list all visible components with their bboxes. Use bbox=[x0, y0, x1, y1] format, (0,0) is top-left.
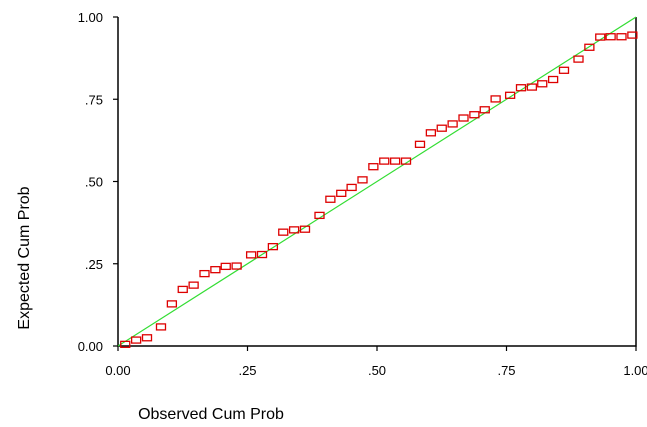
y-tick-label: .75 bbox=[85, 92, 103, 107]
tick-label-layer: 0.00 .25 .50 .75 1.00 0.00 .25 .50 .75 1.00 bbox=[78, 10, 647, 378]
data-point bbox=[256, 250, 268, 259]
y-axis-title: Expected Cum Prob bbox=[16, 186, 33, 329]
data-point bbox=[278, 228, 289, 236]
x-tick-label: 1.00 bbox=[623, 363, 647, 378]
data-point bbox=[389, 157, 401, 165]
y-tick-label: .50 bbox=[85, 175, 103, 190]
data-point bbox=[314, 211, 325, 220]
x-tick-label: 0.00 bbox=[105, 363, 130, 378]
x-axis-title: Observed Cum Prob bbox=[138, 406, 284, 423]
data-point bbox=[616, 33, 627, 41]
data-point bbox=[526, 83, 538, 91]
data-point bbox=[547, 75, 559, 84]
data-point bbox=[357, 176, 368, 184]
data-point bbox=[425, 129, 437, 137]
reference-line-layer bbox=[117, 16, 637, 347]
data-point bbox=[188, 281, 199, 289]
axis-layer bbox=[113, 16, 637, 351]
data-point bbox=[177, 285, 188, 294]
data-point bbox=[414, 140, 426, 148]
data-point bbox=[166, 300, 178, 308]
data-point bbox=[325, 195, 336, 203]
data-point bbox=[130, 336, 142, 344]
data-point bbox=[288, 226, 300, 234]
y-tick-label: 1.00 bbox=[78, 10, 103, 25]
x-tick-label: .25 bbox=[238, 363, 256, 378]
data-point bbox=[584, 43, 595, 51]
data-point bbox=[141, 334, 153, 342]
data-point bbox=[573, 55, 584, 63]
data-point bbox=[199, 269, 210, 278]
y-tick-label: 0.00 bbox=[78, 339, 103, 354]
data-point bbox=[447, 120, 458, 128]
data-point bbox=[400, 157, 412, 165]
data-point bbox=[490, 95, 501, 103]
x-tick-label: .50 bbox=[368, 363, 386, 378]
data-point bbox=[245, 251, 257, 259]
data-point bbox=[537, 80, 548, 88]
data-point bbox=[436, 124, 447, 132]
data-point bbox=[379, 157, 390, 165]
data-point bbox=[515, 84, 527, 92]
data-point bbox=[504, 91, 516, 99]
data-point bbox=[299, 225, 311, 233]
data-point bbox=[120, 340, 131, 349]
data-point bbox=[155, 323, 167, 331]
data-point bbox=[368, 163, 379, 171]
reference-line bbox=[117, 16, 637, 347]
data-point bbox=[336, 189, 347, 197]
data-point bbox=[220, 262, 231, 271]
data-point bbox=[627, 31, 638, 39]
data-point bbox=[210, 266, 221, 274]
data-point bbox=[231, 262, 242, 270]
marker-layer bbox=[120, 31, 638, 349]
data-point bbox=[346, 183, 357, 192]
data-point bbox=[595, 33, 606, 41]
data-point bbox=[458, 114, 469, 122]
data-point bbox=[605, 33, 616, 41]
x-tick-label: .75 bbox=[497, 363, 515, 378]
data-point bbox=[479, 106, 490, 114]
y-tick-label: .25 bbox=[85, 257, 103, 272]
data-point bbox=[558, 66, 570, 74]
data-point bbox=[267, 242, 279, 251]
data-point bbox=[469, 111, 480, 119]
